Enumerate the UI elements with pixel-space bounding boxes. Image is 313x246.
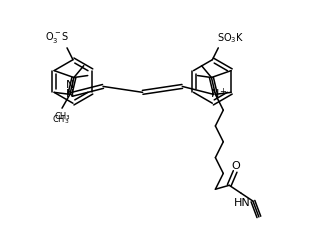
- Text: +: +: [219, 87, 226, 96]
- Text: O$^-_3$S: O$^-_3$S: [45, 31, 69, 46]
- Text: N: N: [66, 80, 74, 90]
- Text: SO$_3$K: SO$_3$K: [217, 31, 244, 45]
- Text: O: O: [232, 160, 240, 170]
- Text: CH₃: CH₃: [54, 112, 70, 121]
- Text: N: N: [66, 89, 74, 99]
- Text: CH$_3$: CH$_3$: [52, 113, 70, 126]
- Text: N: N: [211, 89, 219, 99]
- Text: HN: HN: [234, 198, 250, 208]
